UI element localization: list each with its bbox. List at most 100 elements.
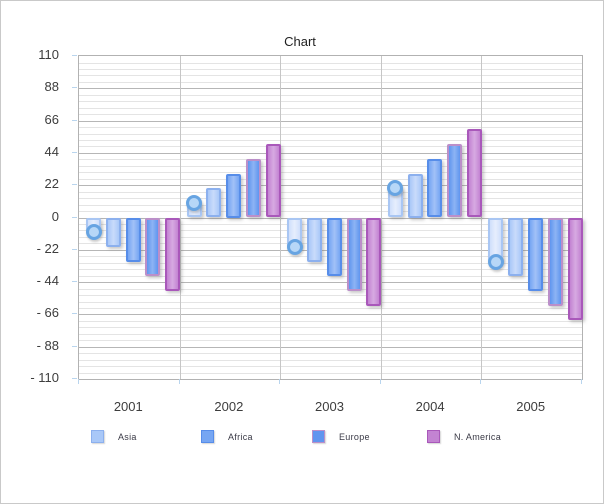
- bar-europe-2002[interactable]: [246, 158, 261, 218]
- bar-asia-2005[interactable]: [508, 217, 524, 277]
- bar-africa-2005[interactable]: [528, 217, 543, 291]
- y-axis-tick: [72, 248, 77, 250]
- y-axis-label: 0: [51, 208, 59, 224]
- gridline: [79, 146, 582, 148]
- gridline: [79, 75, 582, 77]
- legend-label: N. America: [454, 431, 502, 442]
- gridline: [79, 127, 582, 129]
- y-axis-tick: [72, 55, 77, 56]
- legend-item-asia[interactable]: Asia: [91, 430, 137, 443]
- gridline: [79, 159, 582, 161]
- y-axis-tick: [72, 281, 77, 283]
- bar-europe-2001[interactable]: [145, 217, 161, 277]
- bar-n-america-2002[interactable]: [265, 144, 281, 218]
- gridline: [79, 114, 582, 116]
- y-axis-label: - 110: [30, 370, 59, 385]
- bar-africa-2002[interactable]: [226, 173, 242, 218]
- y-axis-tick: [72, 151, 77, 153]
- bar-europe-2005[interactable]: [547, 217, 563, 306]
- data-point-marker[interactable]: [487, 253, 504, 270]
- data-point-marker[interactable]: [85, 224, 102, 241]
- gridline: [79, 152, 582, 154]
- y-axis-label: 88: [44, 79, 59, 95]
- gridline: [79, 295, 582, 296]
- legend-item-africa[interactable]: Africa: [201, 430, 253, 443]
- legend-item-europe[interactable]: Europe: [312, 430, 370, 443]
- bar-n-america-2004[interactable]: [467, 129, 482, 218]
- gridline: [79, 107, 582, 109]
- category-separator: [380, 56, 382, 379]
- gridline: [79, 301, 582, 303]
- gridline: [79, 353, 582, 355]
- gridline: [79, 198, 582, 200]
- chart-title: Chart: [284, 34, 316, 49]
- bar-europe-2003[interactable]: [346, 217, 362, 291]
- bar-africa-2004[interactable]: [427, 158, 443, 218]
- gridline: [79, 314, 582, 316]
- gridline: [79, 282, 582, 284]
- gridline: [79, 366, 582, 368]
- gridline: [79, 165, 582, 167]
- x-axis-tick: [581, 379, 582, 384]
- gridline: [79, 211, 582, 212]
- bar-asia-2001[interactable]: [105, 217, 121, 247]
- y-axis-tick: [72, 216, 77, 218]
- data-point-marker[interactable]: [387, 180, 404, 197]
- europe-swatch-icon: [312, 430, 325, 443]
- x-axis-tick: [78, 379, 79, 384]
- x-axis-label-2002: 2002: [214, 399, 244, 414]
- gridline: [79, 346, 582, 348]
- africa-swatch-icon: [201, 430, 214, 443]
- legend-label: Africa: [228, 431, 253, 442]
- data-point-marker[interactable]: [286, 238, 303, 255]
- bar-n-america-2005[interactable]: [567, 217, 583, 321]
- gridline: [79, 133, 582, 135]
- gridline: [79, 88, 582, 90]
- gridline: [79, 68, 582, 70]
- y-axis-label: - 66: [36, 305, 59, 321]
- category-separator: [179, 56, 181, 379]
- gridline: [79, 204, 582, 206]
- gridline: [79, 172, 582, 174]
- gridline: [79, 359, 582, 361]
- gridline: [79, 185, 582, 187]
- legend-item-n-america[interactable]: N. America: [427, 430, 501, 443]
- gridline: [79, 307, 582, 309]
- x-axis-label-2001: 2001: [113, 399, 143, 414]
- y-axis-tick: [72, 87, 77, 89]
- n-america-swatch-icon: [427, 430, 440, 443]
- bar-europe-2004[interactable]: [447, 144, 463, 218]
- bar-n-america-2001[interactable]: [165, 217, 181, 291]
- gridline: [79, 94, 582, 96]
- bar-africa-2003[interactable]: [326, 217, 342, 277]
- gridline: [79, 101, 582, 103]
- x-axis-tick: [178, 379, 180, 384]
- bar-asia-2003[interactable]: [307, 217, 322, 262]
- gridline: [79, 327, 582, 329]
- plot-area: [78, 55, 583, 380]
- bar-n-america-2003[interactable]: [366, 217, 382, 306]
- asia-swatch-icon: [91, 430, 104, 443]
- y-axis-tick: [72, 378, 77, 379]
- gridline: [79, 288, 582, 290]
- y-axis-tick: [72, 313, 77, 315]
- x-axis-tick: [279, 379, 281, 384]
- gridline: [79, 62, 582, 64]
- data-point-marker[interactable]: [186, 194, 203, 211]
- gridline: [79, 140, 582, 141]
- gridline: [79, 320, 582, 322]
- y-axis-tick: [72, 345, 77, 347]
- bar-asia-2004[interactable]: [407, 173, 423, 218]
- bar-asia-2002[interactable]: [206, 188, 222, 218]
- gridline: [79, 120, 582, 122]
- x-axis-tick: [480, 379, 482, 384]
- legend-label: Europe: [339, 431, 370, 442]
- gridline: [79, 372, 582, 374]
- x-axis-label-2003: 2003: [315, 399, 344, 414]
- gridline: [79, 333, 582, 335]
- gridline: [79, 275, 582, 277]
- y-axis-label: 66: [44, 111, 59, 127]
- bar-africa-2001[interactable]: [125, 217, 141, 262]
- y-axis-tick: [72, 119, 77, 121]
